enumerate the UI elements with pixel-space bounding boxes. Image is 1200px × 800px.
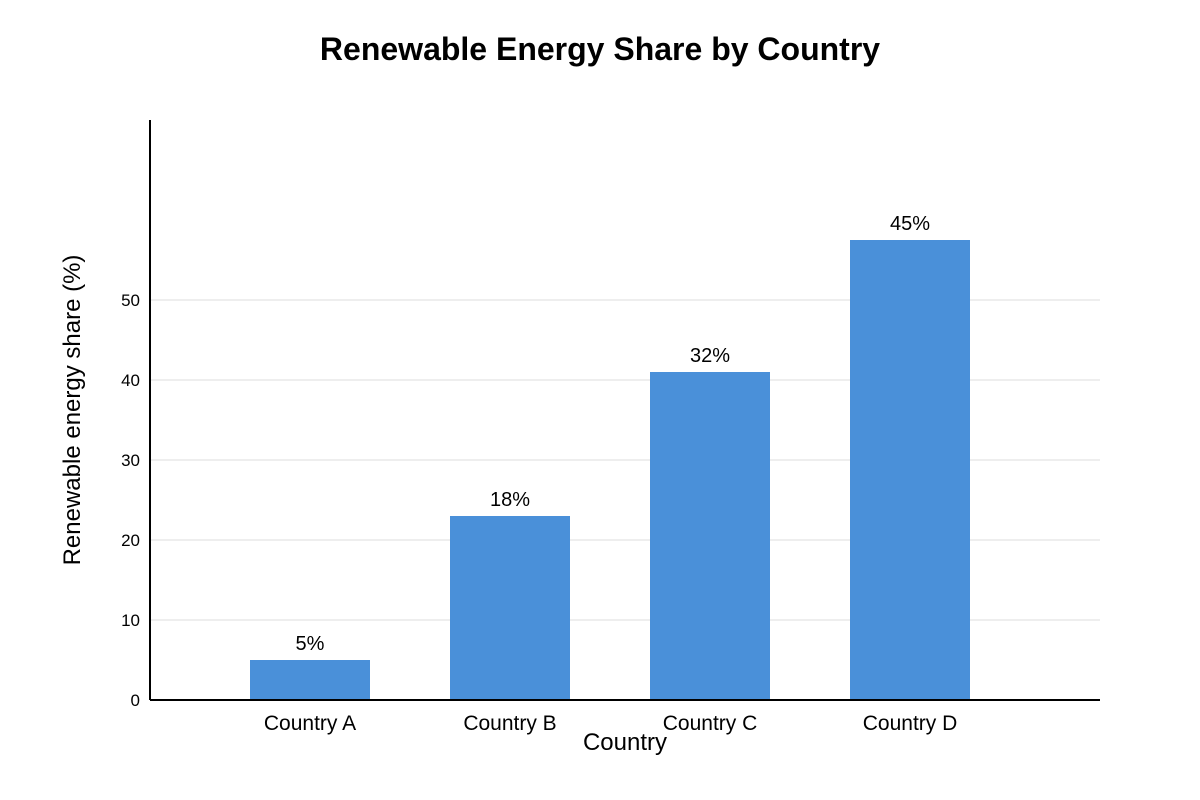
bar [850,240,970,700]
x-category-label: Country B [463,712,556,735]
y-tick-label: 20 [121,531,140,550]
x-category-label: Country A [264,712,356,735]
data-labels: 5% 18% 32% 45% [296,213,931,655]
y-tick-label: 30 [121,451,140,470]
bar-data-label: 45% [890,213,930,235]
y-tick-label: 50 [121,291,140,310]
y-tick-label: 40 [121,371,140,390]
bars [250,240,970,700]
bar [450,516,570,700]
bar-data-label: 5% [296,633,325,655]
y-tick-label: 10 [121,611,140,630]
bar-data-label: 18% [490,489,530,511]
bar [650,372,770,700]
bar [250,660,370,700]
y-axis-label: Renewable energy share (%) [59,255,86,566]
x-axis-categories: Country A Country B Country C Country D [264,712,957,735]
x-axis-label: Country [583,729,667,756]
y-tick-label: 0 [131,691,140,710]
x-category-label: Country C [663,712,758,735]
y-axis-ticks: 0 10 20 30 40 50 [121,291,140,710]
x-category-label: Country D [863,712,958,735]
bar-data-label: 32% [690,345,730,367]
chart-title: Renewable Energy Share by Country [320,31,880,67]
